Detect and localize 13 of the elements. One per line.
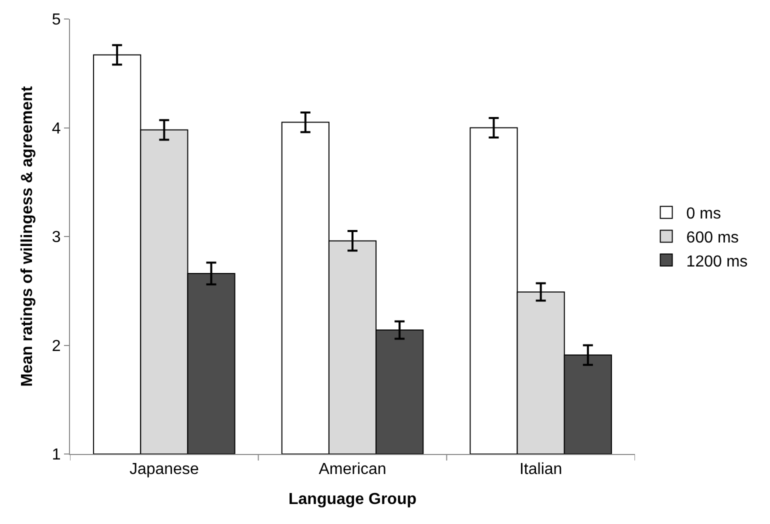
y-axis-title: Mean ratings of willingess & agreement bbox=[18, 86, 36, 387]
legend-label: 1200 ms bbox=[686, 253, 748, 270]
y-tick-label: 3 bbox=[52, 229, 61, 246]
y-tick-label: 4 bbox=[52, 120, 61, 138]
y-tick-label: 5 bbox=[52, 12, 61, 29]
x-axis-title: Language Group bbox=[288, 490, 417, 508]
legend-label: 600 ms bbox=[686, 229, 739, 246]
y-tick-label: 1 bbox=[52, 446, 61, 464]
legend-label: 0 ms bbox=[686, 206, 721, 223]
x-tick-label: Japanese bbox=[129, 461, 199, 478]
x-tick-label: Italian bbox=[519, 461, 562, 478]
x-tick-label: American bbox=[318, 461, 386, 478]
y-tick-label: 2 bbox=[52, 338, 61, 355]
